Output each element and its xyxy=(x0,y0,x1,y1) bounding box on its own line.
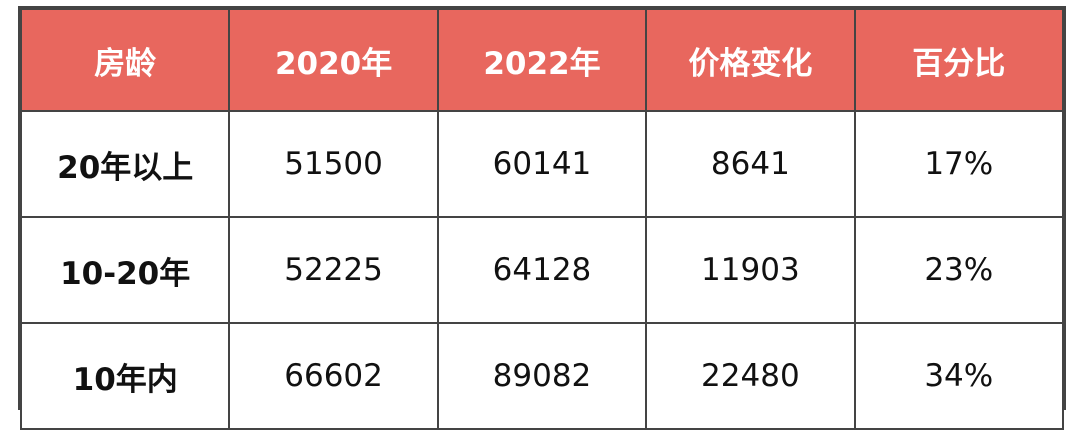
cell-price-change: 22480 xyxy=(645,322,856,430)
row-label: 10年内 xyxy=(19,322,231,430)
cell-price-change: 11903 xyxy=(645,216,856,324)
header-year-2020: 2020年 xyxy=(228,8,439,112)
cell-2020: 52225 xyxy=(228,216,439,324)
header-price-change: 价格变化 xyxy=(645,8,856,112)
cell-percentage: 34% xyxy=(853,322,1065,430)
row-label: 10-20年 xyxy=(19,216,231,324)
cell-2020: 51500 xyxy=(228,110,439,218)
table-body: 20年以上 51500 60141 8641 17% 10-20年 52225 … xyxy=(19,110,1065,430)
table-row: 10年内 66602 89082 22480 34% xyxy=(19,322,1065,430)
cell-percentage: 23% xyxy=(853,216,1065,324)
price-table: 房龄 2020年 2022年 价格变化 百分比 20年以上 51500 6014… xyxy=(19,8,1065,430)
table-row: 20年以上 51500 60141 8641 17% xyxy=(19,110,1065,218)
header-year-2022: 2022年 xyxy=(436,8,648,112)
cell-2022: 89082 xyxy=(436,322,648,430)
header-house-age: 房龄 xyxy=(19,8,231,112)
cell-2022: 60141 xyxy=(436,110,648,218)
header-row: 房龄 2020年 2022年 价格变化 百分比 xyxy=(19,8,1065,112)
table-header: 房龄 2020年 2022年 价格变化 百分比 xyxy=(19,8,1065,112)
row-label: 20年以上 xyxy=(19,110,231,218)
cell-2020: 66602 xyxy=(228,322,439,430)
header-percentage: 百分比 xyxy=(853,8,1065,112)
price-table-container: 房龄 2020年 2022年 价格变化 百分比 20年以上 51500 6014… xyxy=(18,6,1066,430)
cell-percentage: 17% xyxy=(853,110,1065,218)
cell-price-change: 8641 xyxy=(645,110,856,218)
cell-2022: 64128 xyxy=(436,216,648,324)
table-row: 10-20年 52225 64128 11903 23% xyxy=(19,216,1065,324)
